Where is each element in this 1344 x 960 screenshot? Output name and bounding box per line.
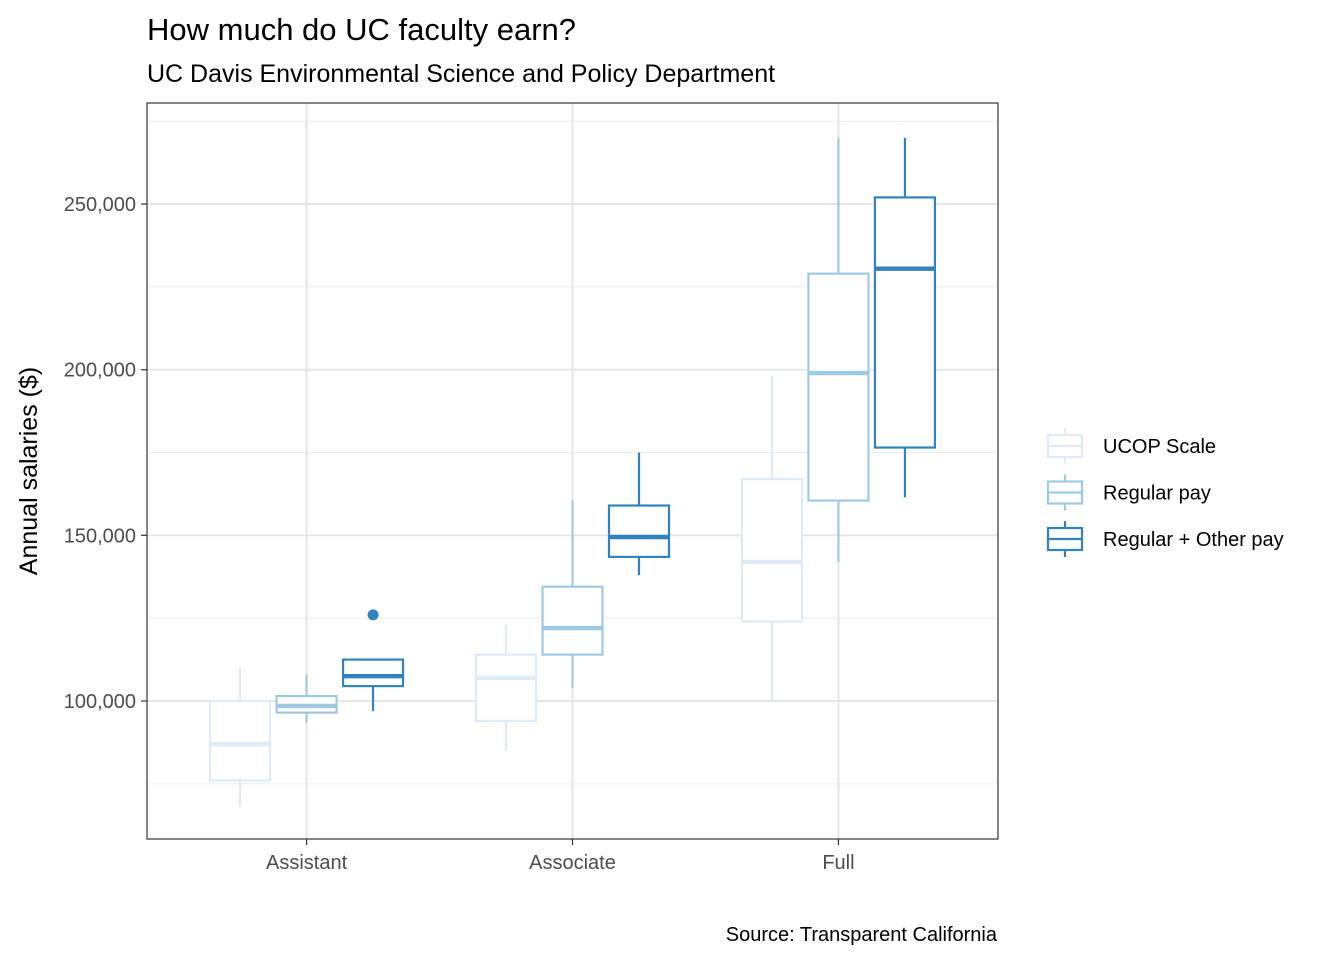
box-iqr [873,196,937,449]
box-iqr [740,477,804,623]
chart-caption: Source: Transparent California [726,924,998,946]
box-ucop-scale-associate [474,624,538,751]
box-regular-pay-full [807,137,870,562]
legend-item: Regular pay [1046,474,1211,511]
y-tick-label: 250,000 [64,194,136,216]
box-regular-other-pay-associate [607,452,671,576]
y-tick-label: 200,000 [64,360,136,382]
legend-label: UCOP Scale [1103,436,1216,458]
legend-label: Regular + Other pay [1103,529,1284,551]
legend: UCOP Scale Regular pay Regular + Other pay [1046,428,1284,557]
chart-subtitle: UC Davis Environmental Science and Polic… [147,60,775,88]
x-tick-label: Full [822,852,854,874]
legend-item: UCOP Scale [1046,428,1216,464]
box-iqr [341,658,405,688]
y-axis-title: Annual salaries ($) [15,367,43,575]
box-iqr [807,272,870,502]
axes: 100,000 150,000 200,000 250,000 Assistant Ass… [64,194,855,874]
box-regular-other-pay-full [873,137,937,498]
box-iqr [607,504,671,558]
boxes [208,137,937,808]
chart-title: How much do UC faculty earn? [147,12,576,47]
grid-lines [147,103,998,839]
box-ucop-scale-full [740,376,804,701]
box-iqr [208,699,272,782]
legend-item: Regular + Other pay [1046,521,1284,557]
y-tick-label: 150,000 [64,525,136,547]
outlier-point [367,609,379,621]
box-iqr [541,585,604,656]
box-regular-pay-associate [541,500,604,688]
box-iqr [474,653,538,722]
box-regular-pay-assistant [275,674,338,723]
box-ucop-scale-assistant [208,667,272,808]
legend-label: Regular pay [1103,483,1211,505]
x-tick-label: Associate [529,852,616,874]
box-regular-other-pay-assistant [341,609,405,711]
y-tick-label: 100,000 [64,691,136,713]
x-tick-label: Assistant [266,852,348,874]
